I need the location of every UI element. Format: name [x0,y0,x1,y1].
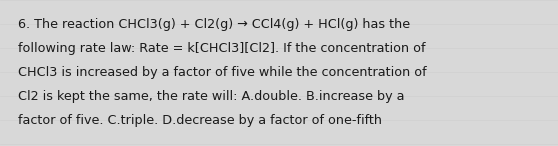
Text: 6. The reaction CHCl3(g) + Cl2(g) → CCl4(g) + HCl(g) has the: 6. The reaction CHCl3(g) + Cl2(g) → CCl4… [18,18,410,31]
Text: factor of five. C.triple. D.decrease by a factor of one-fifth: factor of five. C.triple. D.decrease by … [18,114,382,127]
Text: CHCl3 is increased by a factor of five while the concentration of: CHCl3 is increased by a factor of five w… [18,66,427,79]
Text: following rate law: Rate = k[CHCl3][Cl2]. If the concentration of: following rate law: Rate = k[CHCl3][Cl2]… [18,42,426,55]
Text: Cl2 is kept the same, the rate will: A.double. B.increase by a: Cl2 is kept the same, the rate will: A.d… [18,90,405,103]
